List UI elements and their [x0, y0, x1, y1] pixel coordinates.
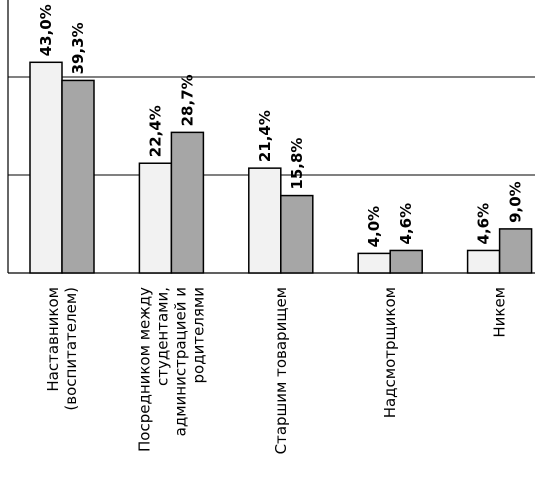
data-label: 4,6%	[475, 203, 493, 245]
bar-2-5	[498, 228, 533, 274]
data-label: 28,7%	[178, 74, 196, 126]
bars	[29, 61, 533, 274]
data-label: 4,6%	[397, 203, 415, 245]
bar-1-1	[29, 61, 63, 274]
data-label: 22,4%	[146, 105, 164, 157]
data-label: 15,8%	[288, 138, 306, 190]
bar-1-3	[248, 167, 282, 274]
category-label-2: Посредником между студентами, администраци…	[135, 287, 207, 452]
category-label-line: администрацией и	[171, 287, 189, 436]
data-labels: 43,0% 39,3% 22,4% 28,7% 21,4% 15,8% 4,0% 4,6% 4,…	[37, 4, 525, 247]
bar-2-1	[61, 79, 95, 274]
data-label: 9,0%	[507, 181, 525, 223]
category-label-4: Надсмотрщиком	[381, 287, 399, 418]
bar-2-4	[389, 249, 423, 274]
category-label-line: Никем	[491, 287, 509, 338]
category-label-line: Старшим товарищем	[272, 287, 290, 454]
category-label-5: Никем	[491, 287, 509, 338]
bar-2-3	[280, 194, 314, 274]
data-label: 39,3%	[69, 22, 87, 74]
category-label-line: (воспитателем)	[62, 287, 80, 411]
category-label-line: Посредником между	[135, 287, 153, 452]
bar-2-2	[170, 131, 205, 274]
category-label-1: Наставником (воспитателем)	[44, 287, 80, 411]
data-label: 4,0%	[365, 206, 383, 248]
category-labels: Наставником (воспитателем) Посредником меж…	[44, 287, 509, 454]
category-label-3: Старшим товарищем	[272, 287, 290, 454]
bar-1-5	[466, 249, 501, 274]
data-label: 21,4%	[256, 110, 274, 162]
category-label-line: студентами,	[153, 287, 171, 386]
category-label-line: Надсмотрщиком	[381, 287, 399, 418]
bar-1-4	[357, 252, 391, 274]
category-label-line: Наставником	[44, 287, 62, 392]
data-label: 43,0%	[37, 4, 55, 56]
bar-1-2	[138, 162, 173, 274]
category-label-line: родителями	[189, 287, 207, 383]
